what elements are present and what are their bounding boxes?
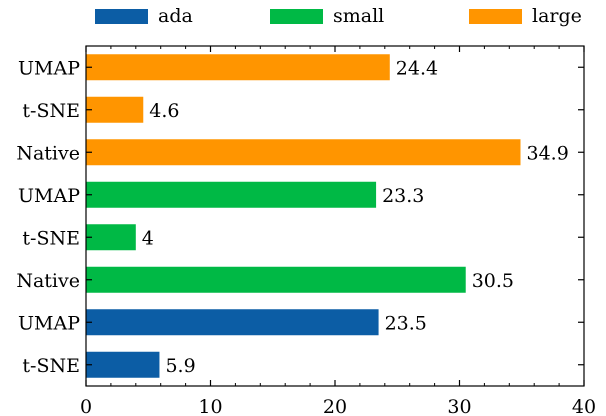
category-label: t-SNE: [22, 227, 80, 249]
x-tick-label: 30: [447, 396, 471, 416]
bar-value-label: 23.3: [382, 185, 424, 207]
legend-label-small: small: [333, 5, 384, 27]
legend-label-large: large: [532, 5, 582, 27]
bar-ada-t-sne: [86, 352, 159, 378]
legend-swatch-large: [469, 9, 522, 24]
bar-large-native: [86, 139, 521, 165]
legend-swatch-small: [270, 9, 323, 24]
category-label: t-SNE: [22, 355, 80, 377]
bar-small-native: [86, 267, 466, 293]
bar-value-label: 23.5: [385, 312, 427, 334]
x-tick-label: 0: [80, 396, 92, 416]
legend: ada small large: [95, 5, 582, 27]
bars-group: 24.4 UMAP 4.6 t-SNE 34.9 Native 23.3 UMAP 4 t-SNE…: [16, 54, 568, 378]
bar-large-t-sne: [86, 97, 143, 123]
bar-value-label: 30.5: [472, 270, 514, 292]
bar-small-t-sne: [86, 224, 136, 250]
category-label: t-SNE: [22, 100, 80, 122]
category-label: UMAP: [18, 57, 80, 79]
bar-value-label: 24.4: [396, 57, 438, 79]
category-label: UMAP: [18, 312, 80, 334]
bar-value-label: 34.9: [527, 142, 569, 164]
bar-value-label: 4: [142, 227, 154, 249]
legend-label-ada: ada: [158, 5, 193, 27]
category-label: UMAP: [18, 185, 80, 207]
x-tick-label: 20: [323, 396, 347, 416]
x-tick-label: 40: [572, 396, 596, 416]
legend-swatch-ada: [95, 9, 148, 24]
category-label: Native: [16, 142, 80, 164]
bar-large-umap: [86, 54, 390, 80]
bar-ada-umap: [86, 309, 379, 335]
x-tick-label: 10: [198, 396, 222, 416]
bar-value-label: 5.9: [165, 355, 195, 377]
bar-value-label: 4.6: [149, 100, 179, 122]
bar-small-umap: [86, 182, 376, 208]
category-label: Native: [16, 270, 80, 292]
